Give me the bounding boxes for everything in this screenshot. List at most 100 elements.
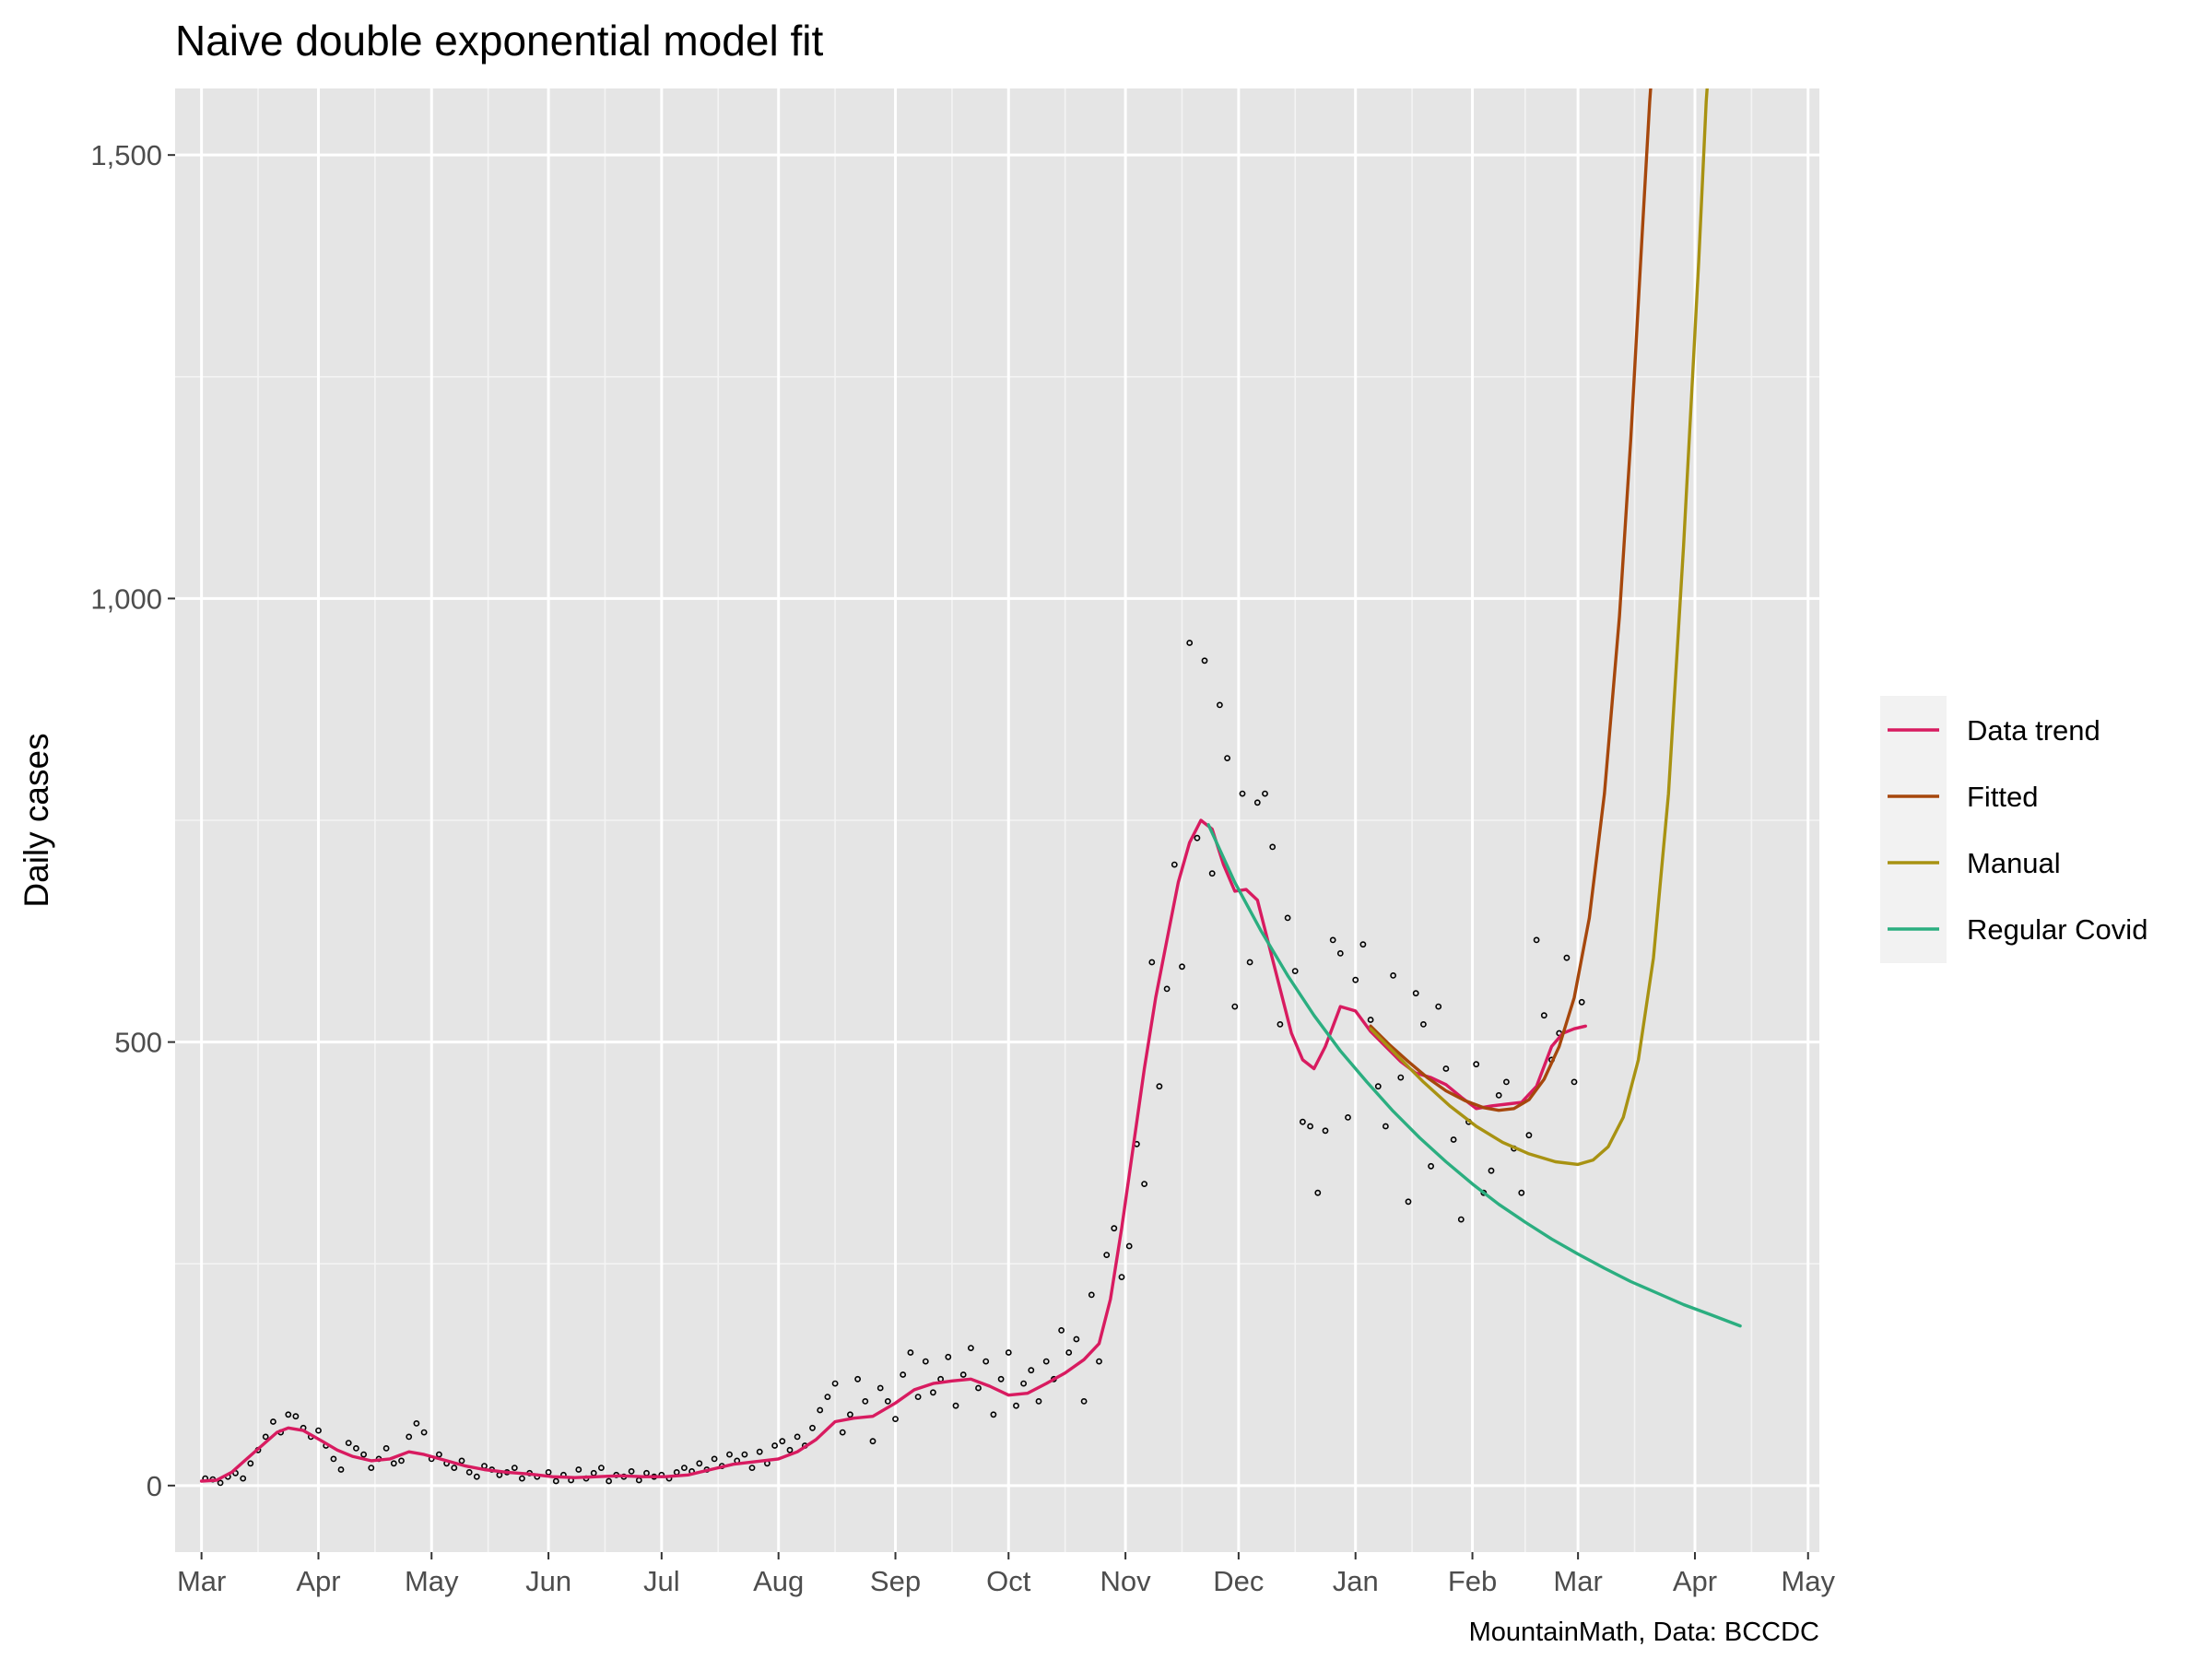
scatter-point [1540,1012,1547,1019]
scatter-point [247,1460,254,1467]
scatter-point [756,1448,763,1455]
y-tick-label: 500 [114,1027,162,1059]
scatter-point [1253,799,1261,806]
scatter-point [748,1465,756,1471]
scatter-point [1442,1065,1450,1072]
scatter-point [1186,640,1194,646]
legend-label-fitted: Fitted [1967,781,2039,813]
scatter-point [1345,1114,1351,1121]
scatter-point [1277,1021,1284,1028]
scatter-point [990,1411,997,1418]
scatter-point [817,1406,824,1414]
legend-label-manual: Manual [1967,847,2061,879]
scatter-point [741,1451,748,1458]
scatter-point [711,1455,718,1463]
scatter-point [1103,1252,1111,1258]
scatter-point [352,1445,359,1452]
scatter-point [382,1445,390,1452]
scatter-point [1314,1189,1322,1196]
scatter-point [794,1433,801,1441]
scatter-point [968,1345,974,1351]
series-line-fitted [1369,88,1653,1112]
scatter-point [1359,941,1367,948]
scatter-point [1405,1198,1412,1206]
scatter-point [892,1416,899,1422]
scatter-point [269,1418,276,1425]
scatter-point [982,1358,990,1365]
series-line-data-trend [199,818,1587,1483]
scatter-point [831,1380,839,1387]
scatter-point [473,1473,480,1480]
scatter-point [1262,790,1268,797]
scatter-point [360,1451,367,1458]
scatter-point [1291,968,1299,974]
scatter-point [1518,1189,1525,1196]
scatter-point [217,1479,224,1487]
scatter-point [869,1438,877,1445]
x-tick-label: Sep [870,1565,921,1597]
scatter-point [1352,976,1359,983]
scatter-point [315,1427,322,1434]
scatter-point [1397,1074,1405,1081]
scatter-point [465,1469,473,1476]
scatter-point [945,1353,952,1360]
legend-label-data-trend: Data trend [1967,714,2100,747]
scatter-point [420,1429,428,1436]
scatter-point [1457,1216,1465,1223]
y-axis: 0 500 1,000 1,500 [90,139,175,1502]
legend-background [1880,696,1947,963]
chart-title: Naive double exponential model fit [175,17,823,65]
scatter-point [575,1466,582,1473]
scatter-point [1269,843,1277,851]
scatter-point [1329,936,1336,944]
scatter-point [1578,998,1585,1006]
scatter-point [771,1442,778,1449]
scatter-point [292,1413,300,1420]
scatter-point [824,1394,831,1400]
scatter-point [862,1398,869,1405]
scatter-point [952,1402,959,1409]
scatter-point [598,1465,605,1471]
legend: Data trend Fitted Manual Regular Covid [1880,696,2147,963]
scatter-point [262,1433,269,1441]
scatter-point [1322,1127,1329,1135]
x-tick-label: Apr [1673,1565,1717,1597]
scatter-point [330,1455,337,1463]
x-tick-label: May [405,1565,459,1597]
scatter-point [1367,1017,1374,1023]
scatter-point [1336,950,1344,957]
x-tick-label: Mar [177,1565,226,1597]
series-line-regular-covid [1206,823,1742,1328]
scatter-point [959,1371,967,1378]
scatter-point [854,1375,861,1382]
x-tick-label: Dec [1213,1565,1264,1597]
scatter-point [1058,1327,1065,1334]
scatter-point [1042,1358,1050,1365]
scatter-point [1495,1092,1502,1099]
scatter-point [1224,755,1230,761]
x-tick-label: Apr [296,1565,340,1597]
scatter-point [930,1389,936,1396]
scatter-point [884,1398,891,1405]
scatter-point [1382,1123,1389,1130]
scatter-point [519,1475,525,1482]
scatter-point [1435,1003,1442,1010]
scatter-point [606,1477,612,1485]
scatter-point [877,1384,884,1392]
scatter-point [337,1466,345,1473]
scatter-point [1488,1167,1495,1174]
series-line-manual [1369,88,1709,1167]
scatter-point [779,1438,786,1445]
scatter-point [1533,936,1540,944]
scatter-point [1217,701,1223,709]
scatter-point [1525,1132,1533,1139]
scatter-point [1231,1003,1239,1010]
scatter-point [1028,1367,1035,1374]
scatter-point [390,1460,397,1467]
x-tick-label: Mar [1553,1565,1602,1597]
scatter-point [1307,1123,1313,1130]
scatter-point [1473,1061,1480,1068]
scatter-point [997,1375,1005,1382]
x-tick-label: Jun [525,1565,571,1597]
